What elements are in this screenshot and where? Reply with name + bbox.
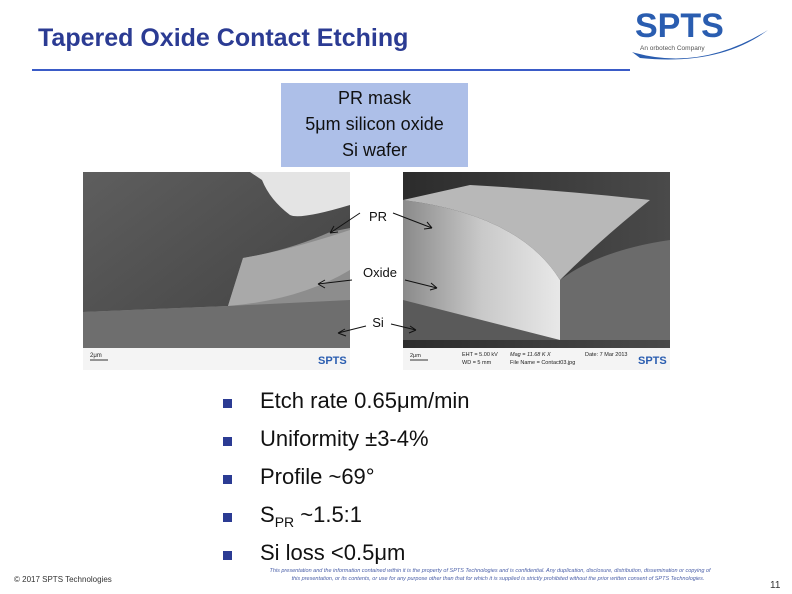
stack-line: PR mask — [338, 88, 412, 108]
sem-brand: SPTS — [318, 355, 347, 367]
sem-right — [403, 172, 670, 370]
logo-text: SPTS — [635, 7, 724, 45]
sem-info: WD = 5 mm — [462, 360, 492, 366]
bullet-text: Si loss <0.5μm — [260, 540, 405, 565]
bullet-marker — [223, 437, 232, 446]
bullet-part: S — [260, 502, 275, 527]
bullet-marker — [223, 475, 232, 484]
stack-line: Si wafer — [342, 140, 407, 160]
sem-left — [83, 172, 350, 370]
bullet-text: Profile ~69° — [260, 464, 375, 489]
bullet-text: Etch rate 0.65μm/min — [260, 388, 470, 413]
sem-brand: SPTS — [638, 355, 667, 367]
logo-swoosh — [632, 30, 768, 60]
page-number: 11 — [770, 580, 781, 591]
layer-label: Si — [372, 315, 384, 330]
sem-info: Mag = 11.68 K X — [510, 352, 551, 358]
bullet-part: ~1.5:1 — [294, 502, 362, 527]
bullet-text: Uniformity ±3-4% — [260, 426, 429, 451]
scale-label: 2μm — [410, 353, 421, 359]
layer-label: Oxide — [363, 265, 397, 280]
layer-label: PR — [369, 209, 387, 224]
copyright: © 2017 SPTS Technologies — [14, 575, 112, 584]
bullet-marker — [223, 513, 232, 522]
disclaimer: this presentation, or its contents, or u… — [292, 576, 705, 582]
scale-label: 2μm — [90, 353, 102, 359]
stack-box — [281, 83, 468, 167]
bullet-marker — [223, 399, 232, 408]
bullet-subscript: PR — [275, 514, 294, 530]
sem-info: File Name = Contact03.jpg — [510, 360, 575, 366]
slide-title: Tapered Oxide Contact Etching — [38, 24, 408, 52]
arrows — [317, 212, 438, 337]
bullet-marker — [223, 551, 232, 560]
logo: SPTS An orbotech Company — [632, 7, 768, 60]
logo-tagline: An orbotech Company — [640, 45, 705, 52]
sem-info: EHT = 5.00 kV — [462, 352, 498, 358]
disclaimer: This presentation and the information co… — [269, 568, 711, 574]
bullet-text: SPR ~1.5:1 — [260, 502, 362, 530]
stack-line: 5μm silicon oxide — [305, 114, 443, 134]
sem-info: Date: 7 Mar 2013 — [585, 352, 628, 358]
